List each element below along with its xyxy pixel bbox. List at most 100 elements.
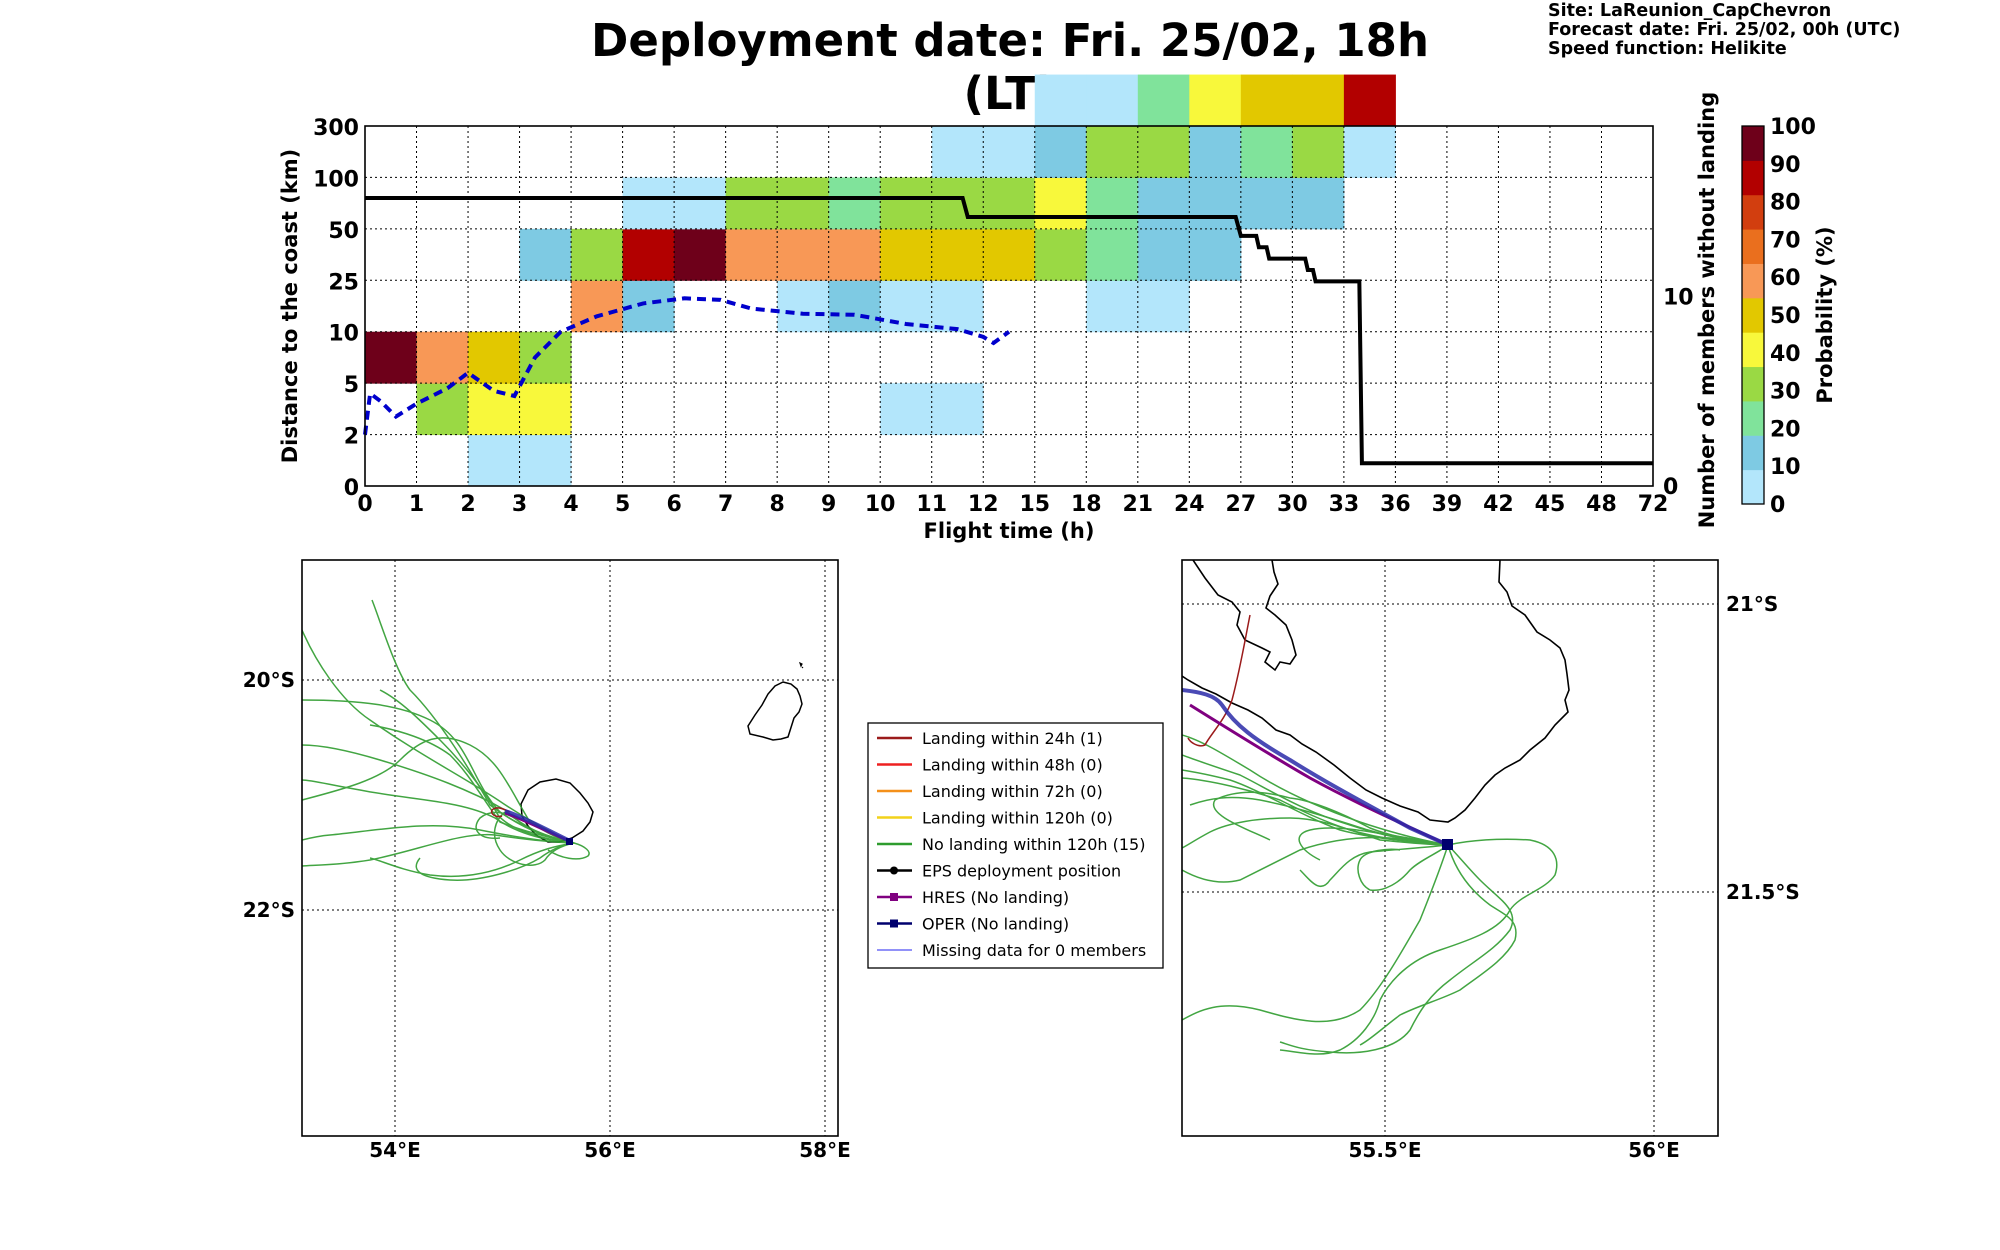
heatmap-cell (777, 177, 830, 230)
heatmap-cell (519, 228, 572, 281)
heatmap-cell (1034, 177, 1087, 230)
heatmap-cell (931, 383, 984, 436)
latitude-label: 20°S (243, 668, 295, 692)
x-tick-label: 24 (1174, 492, 1205, 517)
y-tick-label: 10 (328, 322, 359, 347)
legend-label: Landing within 120h (0) (922, 809, 1113, 828)
legend-frame (867, 722, 1164, 969)
no-landing-trajectories (1182, 734, 1558, 1055)
heatmap-cell (622, 177, 675, 230)
x-tick-label: 21 (1122, 492, 1153, 517)
x-tick-label: 48 (1586, 492, 1617, 517)
colorbar-tick-label: 90 (1770, 153, 1801, 178)
heatmap-cell (468, 331, 521, 384)
longitude-label: 58°E (799, 1138, 851, 1162)
heatmap-cell (674, 228, 727, 281)
x-tick-label: 9 (821, 492, 836, 517)
island-rodrigues-dot (798, 661, 804, 669)
y2-tick-labels: 0 10 (1663, 286, 1694, 500)
colorbar-segment (1742, 469, 1764, 505)
x-tick-label: 6 (666, 492, 681, 517)
heatmap-cell (519, 434, 572, 487)
x-tick-label: 2 (460, 492, 475, 517)
legend-item: EPS deployment position (877, 862, 1121, 881)
legend-label: Landing within 72h (0) (922, 782, 1103, 801)
heatmap-cell (365, 331, 418, 384)
heatmap-cell (880, 383, 933, 436)
legend-label: No landing within 120h (15) (922, 835, 1145, 854)
deployment-marker (1442, 839, 1453, 850)
latitude-label: 21.5°S (1726, 880, 1800, 904)
colorbar-tick-label: 40 (1770, 342, 1801, 367)
members-without-landing-line (365, 196, 1653, 466)
heatmap-cell (828, 228, 881, 281)
latitude-label: 22°S (243, 898, 295, 922)
heatmap-cell (1086, 280, 1139, 333)
left-map-frame (301, 559, 839, 1137)
map-gridlines (1182, 560, 1718, 1136)
y-tick-label: 50 (328, 219, 359, 244)
heatmap-cell (931, 228, 984, 281)
x-tick-label: 0 (357, 492, 372, 517)
heatmap-cell (519, 383, 572, 436)
heatmap-grid (365, 126, 1653, 486)
y-tick-label: 25 (328, 270, 359, 295)
heatmap-cell (1292, 126, 1345, 178)
colorbar-segment (1742, 229, 1764, 264)
x-tick-label: 27 (1226, 492, 1257, 517)
heatmap-cells (365, 74, 1396, 487)
colorbar-segment (1742, 297, 1764, 333)
heatmap-cell (1189, 177, 1242, 230)
x-tick-label: 42 (1483, 492, 1514, 517)
x-tick-labels: 0 1 2 3 4 5 6 7 8 9 10 11 12 15 18 21 24 27 30 33 36 39 42 45 48… (357, 492, 1668, 517)
regional-trajectory-map: 54°E 56°E 58°E 20°S 22°S (243, 559, 851, 1162)
site-info: Site: LaReunion_CapChevron Forecast date… (1548, 2, 1900, 59)
longitude-label: 56°E (1628, 1138, 1680, 1162)
trajectory-legend: Landing within 24h (1) Landing within 48h… (867, 722, 1164, 969)
zoomed-trajectory-map: 55.5°E 56°E 21°S 21.5°S (1181, 559, 1800, 1162)
heatmap-cell (931, 177, 984, 230)
legend-label: EPS deployment position (922, 862, 1121, 881)
y-tick-label: 2 (344, 425, 359, 450)
heatmap-cell (931, 280, 984, 333)
heatmap-cell (1137, 126, 1190, 178)
x-tick-label: 33 (1329, 492, 1360, 517)
longitude-label: 54°E (369, 1138, 421, 1162)
heatmap-cell (1137, 177, 1190, 230)
colorbar-segment (1742, 435, 1764, 471)
heatmap-cell (1086, 177, 1139, 230)
colorbar-label: Probability (%) (1813, 226, 1837, 403)
x-tick-label: 5 (615, 492, 630, 517)
heatmap-cell (674, 177, 727, 230)
site-label: Site: LaReunion_CapChevron (1548, 1, 1832, 21)
legend-label: HRES (No landing) (922, 888, 1069, 907)
heatmap-cell (468, 434, 521, 487)
no-landing-trajectories (302, 599, 590, 881)
distance-probability-chart: 0 1 2 3 4 5 6 7 8 9 10 11 12 15 18 21 24 27 30 33 36 39 42 45 48… (278, 74, 1837, 543)
x-tick-label: 1 (409, 492, 424, 517)
heatmap-cell (1240, 177, 1293, 230)
x-tick-label: 72 (1638, 492, 1669, 517)
heatmap-cell (622, 228, 675, 281)
heatmap-cell (880, 177, 933, 230)
longitude-label: 55.5°E (1348, 1138, 1421, 1162)
oper-trajectory (504, 809, 573, 844)
heatmap-cell (725, 177, 778, 230)
heatmap-cell (571, 280, 624, 333)
heatmap-cell (725, 228, 778, 281)
y-tick-label: 100 (313, 167, 359, 192)
colorbar-segment (1742, 126, 1764, 161)
heatmap-cell (1086, 74, 1139, 127)
legend-label: Missing data for 0 members (922, 941, 1146, 960)
colorbar-tick-labels: 0 10 20 30 40 50 60 70 80 90 100 (1770, 115, 1816, 518)
colorbar-tick-label: 20 (1770, 417, 1801, 442)
colorbar-tick-label: 60 (1770, 266, 1801, 291)
colorbar-tick-label: 10 (1770, 455, 1801, 480)
legend-item: Landing within 72h (0) (877, 782, 1103, 801)
heatmap-cell (1343, 126, 1396, 178)
landing-24h-trajectory (490, 807, 511, 818)
colorbar-frame (1741, 125, 1765, 505)
legend-label: Landing within 24h (1) (922, 729, 1103, 748)
